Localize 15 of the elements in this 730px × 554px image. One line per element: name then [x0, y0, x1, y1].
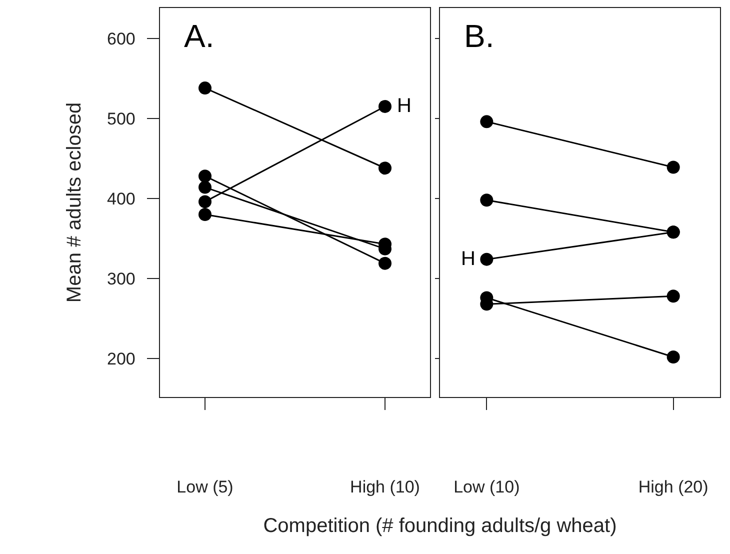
annotation: H: [397, 95, 412, 117]
chart-title: A.: [184, 18, 214, 54]
x-tick-label: Low (5): [176, 478, 234, 497]
x-axis-title: Competition (# founding adults/g wheat): [262, 515, 618, 538]
chart-title: B.: [464, 18, 494, 54]
y-tick-label: 400: [107, 189, 136, 208]
y-tick-label: 500: [107, 109, 136, 128]
x-tick-label: Low (10): [454, 478, 520, 497]
x-tick-label: High (10): [350, 478, 420, 497]
y-tick-label: 200: [107, 350, 136, 369]
y-tick-label: 600: [107, 29, 136, 48]
annotation: H: [461, 248, 476, 270]
y-axis-title: Mean # adults eclosed: [64, 102, 86, 303]
y-tick-label: 300: [107, 269, 136, 288]
x-tick-label: High (20): [638, 478, 708, 497]
